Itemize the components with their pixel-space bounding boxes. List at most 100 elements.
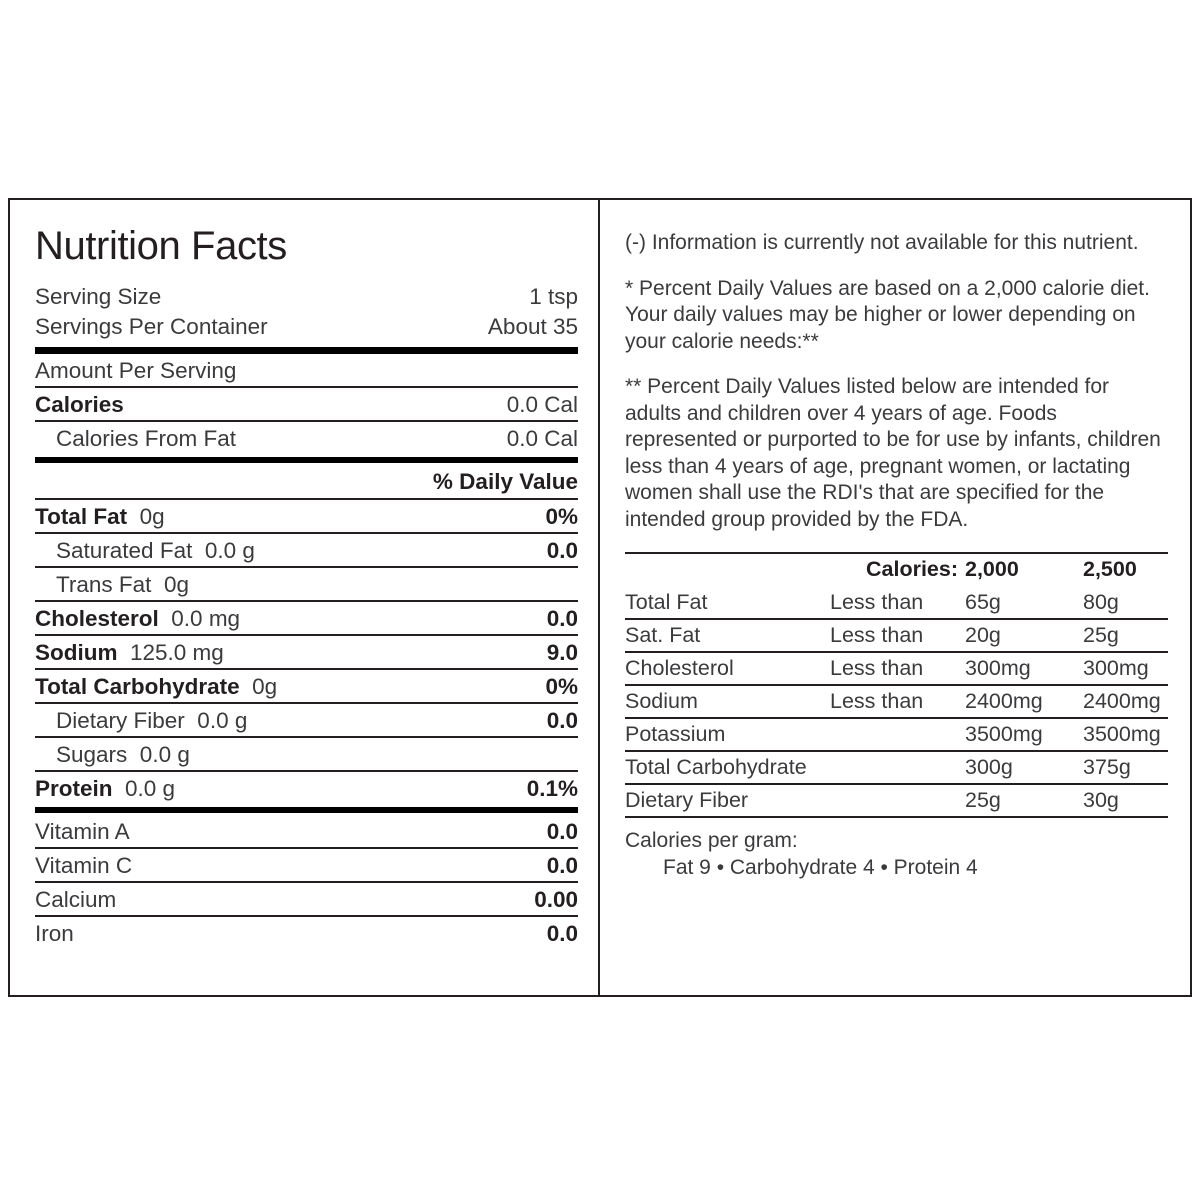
dv-row-value-2500: 300mg xyxy=(1083,652,1168,686)
nutrient-amount: 0g xyxy=(239,674,278,699)
note-single-star: * Percent Daily Values are based on a 2,… xyxy=(625,276,1150,353)
dv-table-row: Cholesterol Less than 300mg 300mg xyxy=(625,652,1168,686)
nutrient-row: Trans Fat 0g xyxy=(35,568,578,600)
dv-row-value-2500: 2400mg xyxy=(1083,685,1168,719)
nutrient-daily-value: 0% xyxy=(545,504,578,529)
nutrient-amount: 0g xyxy=(127,504,165,529)
nutrient-daily-value: 0.0 xyxy=(546,708,578,733)
nutrient-amount: 125.0 mg xyxy=(117,640,224,665)
dv-row-value-2500: 3500mg xyxy=(1083,718,1168,752)
vitamin-daily-value: 0.0 xyxy=(546,819,578,844)
servings-per-container-value: About 35 xyxy=(487,314,578,339)
page-title: Nutrition Facts xyxy=(35,224,287,268)
nutrient-label: Sodium 125.0 mg xyxy=(35,640,224,665)
divider-rule xyxy=(35,498,578,500)
vitamin-label: Vitamin C xyxy=(35,853,133,878)
divider-rule xyxy=(35,847,578,849)
nutrient-row: Cholesterol 0.0 mg 0.0 xyxy=(35,602,578,634)
divider-rule xyxy=(35,915,578,917)
vitamin-row: Vitamin C 0.0 xyxy=(35,849,578,881)
dv-row-name: Dietary Fiber xyxy=(625,784,830,818)
nutrient-amount: 0g xyxy=(151,572,189,597)
note-unavailable: (-) Information is currently not availab… xyxy=(625,231,1139,254)
calories-per-gram-detail: Fat 9 • Carbohydrate 4 • Protein 4 xyxy=(663,856,978,879)
dv-table-row: Dietary Fiber 25g 30g xyxy=(625,784,1168,818)
nutrient-label: Saturated Fat 0.0 g xyxy=(56,538,255,563)
nutrient-row: Dietary Fiber 0.0 g 0.0 xyxy=(35,704,578,736)
vitamin-label: Vitamin A xyxy=(35,819,130,844)
calories-per-gram-block: Calories per gram: Fat 9 • Carbohydrate … xyxy=(625,827,1168,881)
dv-row-name: Sodium xyxy=(625,685,830,719)
calories-from-fat-label: Calories From Fat xyxy=(56,426,237,451)
divider-thick-vitamins xyxy=(35,807,578,813)
vitamin-list: Vitamin A 0.0 Vitamin C 0.0 Calcium 0.00 Iron 0… xyxy=(35,815,578,949)
nutrient-label: Protein 0.0 g xyxy=(35,776,176,801)
dv-table-header-row: Calories: 2,000 2,500 xyxy=(625,552,1168,587)
dv-row-value-2000: 300mg xyxy=(965,652,1083,686)
dv-row-value-2000: 3500mg xyxy=(965,718,1083,752)
divider-rule xyxy=(35,770,578,772)
dv-row-name: Cholesterol xyxy=(625,652,830,686)
nutrient-label: Total Fat 0g xyxy=(35,504,165,529)
vitamin-row: Vitamin A 0.0 xyxy=(35,815,578,847)
nutrient-label: Trans Fat 0g xyxy=(56,572,189,597)
nutrient-row: Total Fat 0g 0% xyxy=(35,500,578,532)
divider-rule xyxy=(35,668,578,670)
vitamin-row: Iron 0.0 xyxy=(35,917,578,949)
calories-label: Calories xyxy=(35,392,124,417)
divider-rule xyxy=(35,881,578,883)
nutrient-amount: 0.0 g xyxy=(184,708,248,733)
dv-table-row: Total Carbohydrate 300g 375g xyxy=(625,751,1168,785)
nutrient-amount: 0.0 mg xyxy=(158,606,241,631)
nutrient-amount: 0.0 g xyxy=(127,742,190,767)
dv-table-row: Sat. Fat Less than 20g 25g xyxy=(625,619,1168,653)
dv-row-qualifier: Less than xyxy=(830,685,965,719)
calories-per-gram-title: Calories per gram: xyxy=(625,829,798,852)
dv-table-row: Total Fat Less than 65g 80g xyxy=(625,587,1168,620)
nutrient-row: Sodium 125.0 mg 9.0 xyxy=(35,636,578,668)
dv-row-qualifier: Less than xyxy=(830,652,965,686)
dv-row-value-2500: 375g xyxy=(1083,751,1168,785)
dv-row-name: Total Carbohydrate xyxy=(625,751,830,785)
divider-rule xyxy=(35,386,578,388)
calories-from-fat-row: Calories From Fat 0.0 Cal xyxy=(35,422,578,454)
dv-row-name: Total Fat xyxy=(625,587,830,620)
nutrient-row: Sugars 0.0 g xyxy=(35,738,578,770)
dv-row-value-2000: 65g xyxy=(965,587,1083,620)
divider-rule xyxy=(35,702,578,704)
vitamin-label: Iron xyxy=(35,921,74,946)
dv-row-value-2000: 20g xyxy=(965,619,1083,653)
dv-table-header-2000: 2,000 xyxy=(965,552,1083,587)
vitamin-row: Calcium 0.00 xyxy=(35,883,578,915)
serving-size-row: Serving Size 1 tsp xyxy=(35,282,578,312)
divider-rule xyxy=(35,736,578,738)
calories-value: 0.0 Cal xyxy=(506,392,578,417)
vitamin-label: Calcium xyxy=(35,887,117,912)
dv-table-row: Potassium 3500mg 3500mg xyxy=(625,718,1168,752)
note-double-star: ** Percent Daily Values listed below are… xyxy=(625,375,1161,531)
nutrient-label: Dietary Fiber 0.0 g xyxy=(56,708,248,733)
divider-rule xyxy=(35,532,578,534)
dv-table-row: Sodium Less than 2400mg 2400mg xyxy=(625,685,1168,719)
serving-size-value: 1 tsp xyxy=(529,284,578,309)
divider-rule xyxy=(35,420,578,422)
nutrient-label: Sugars 0.0 g xyxy=(56,742,190,767)
divider-thick-top xyxy=(35,347,578,354)
dv-row-qualifier: Less than xyxy=(830,619,965,653)
nutrient-list: Total Fat 0g 0% Saturated Fat 0.0 g 0.0 Tran… xyxy=(35,500,578,804)
dv-row-value-2500: 30g xyxy=(1083,784,1168,818)
divider-thick-dv xyxy=(35,457,578,463)
dv-row-name: Sat. Fat xyxy=(625,619,830,653)
vitamin-daily-value: 0.0 xyxy=(546,853,578,878)
nutrient-row: Total Carbohydrate 0g 0% xyxy=(35,670,578,702)
serving-size-label: Serving Size xyxy=(35,284,162,309)
dv-table-header-blank xyxy=(625,552,830,587)
nutrient-daily-value: 0.0 xyxy=(546,538,578,563)
nutrient-row: Saturated Fat 0.0 g 0.0 xyxy=(35,534,578,566)
nutrient-amount: 0.0 g xyxy=(192,538,255,563)
divider-rule xyxy=(35,566,578,568)
servings-per-container-label: Servings Per Container xyxy=(35,314,268,339)
dv-table-header-2500: 2,500 xyxy=(1083,552,1168,587)
dv-row-value-2000: 25g xyxy=(965,784,1083,818)
dv-row-value-2500: 80g xyxy=(1083,587,1168,620)
